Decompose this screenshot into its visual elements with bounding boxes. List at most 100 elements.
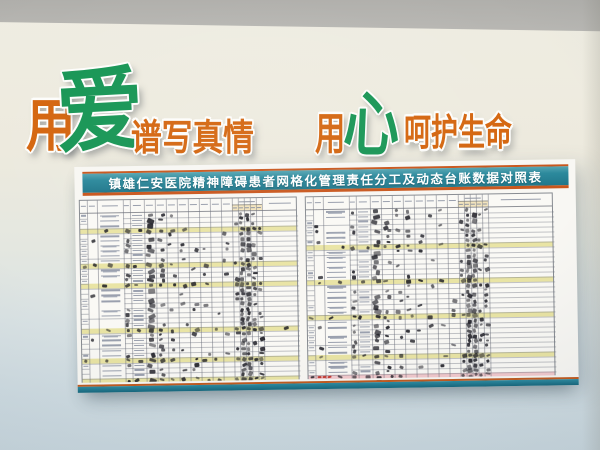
printed-text-bar bbox=[330, 367, 345, 370]
gridline-h bbox=[351, 360, 557, 365]
gridline-h bbox=[308, 364, 316, 366]
handwriting-mark bbox=[160, 348, 166, 352]
ledger-table-right bbox=[304, 192, 557, 381]
handwriting-mark bbox=[148, 317, 156, 323]
handwriting-mark bbox=[443, 354, 449, 357]
handwriting-mark bbox=[405, 234, 410, 239]
header-label-bar bbox=[132, 204, 142, 207]
handwriting-mark bbox=[148, 288, 156, 294]
printed-text-bar bbox=[308, 327, 314, 329]
printed-text-bar bbox=[102, 369, 122, 372]
printed-text-bar bbox=[101, 300, 121, 303]
handwriting-mark bbox=[479, 323, 484, 327]
header-label-bar bbox=[437, 199, 445, 202]
gridline-h bbox=[350, 325, 556, 330]
gridline-h bbox=[314, 319, 351, 321]
gridline-h bbox=[81, 313, 89, 314]
gridline-h bbox=[80, 218, 88, 219]
handwriting-mark bbox=[125, 323, 129, 328]
printed-text-bar bbox=[81, 270, 87, 272]
gridline-h bbox=[80, 253, 88, 254]
handwriting-mark bbox=[472, 263, 478, 268]
gridline-h bbox=[349, 225, 555, 230]
printed-text-bar bbox=[131, 219, 142, 222]
header-label-bar bbox=[448, 199, 456, 202]
gridline-h bbox=[81, 328, 89, 329]
header-label-bar bbox=[200, 203, 208, 206]
printed-text-bar bbox=[81, 260, 87, 263]
printed-text-bar bbox=[134, 369, 145, 371]
handwriting-mark bbox=[179, 292, 185, 297]
printed-text-bar bbox=[132, 294, 144, 296]
handwriting-mark bbox=[247, 356, 254, 361]
gridline-h bbox=[349, 210, 555, 215]
gridline-h bbox=[315, 359, 352, 361]
gridline-h bbox=[88, 287, 125, 289]
handwriting-mark bbox=[385, 309, 389, 314]
handwriting-mark bbox=[172, 273, 177, 278]
handwriting-mark bbox=[407, 249, 413, 252]
gridline-h bbox=[81, 333, 89, 334]
handwriting-mark bbox=[410, 338, 416, 343]
header-label-bar bbox=[458, 203, 463, 205]
handwriting-mark bbox=[375, 370, 381, 376]
handwriting-mark bbox=[259, 346, 266, 352]
handwriting-mark bbox=[246, 272, 251, 277]
printed-text-bar bbox=[358, 241, 369, 243]
header-label-bar bbox=[238, 206, 243, 209]
header-label-bar bbox=[211, 203, 219, 206]
handwriting-mark bbox=[399, 354, 404, 358]
printed-text-bar bbox=[308, 306, 314, 309]
header-label-bar bbox=[101, 205, 118, 208]
header-label-bar bbox=[81, 205, 86, 208]
gridline-h bbox=[308, 354, 316, 356]
printed-text-bar bbox=[133, 354, 144, 357]
printed-text-bar bbox=[100, 260, 120, 262]
handwriting-mark bbox=[485, 339, 490, 342]
gridline-h bbox=[89, 347, 126, 349]
printed-text-bar bbox=[81, 240, 87, 242]
printed-text-bar bbox=[329, 267, 344, 270]
handwriting-mark bbox=[82, 265, 87, 270]
handwriting-mark bbox=[352, 354, 357, 359]
printed-text-bar bbox=[102, 339, 121, 342]
handwriting-mark bbox=[460, 293, 465, 297]
gridline-h bbox=[82, 363, 90, 364]
handwriting-mark bbox=[483, 242, 488, 246]
printed-text-bar bbox=[359, 325, 370, 328]
gridline-h bbox=[306, 214, 314, 216]
handwriting-mark bbox=[477, 267, 483, 272]
handwriting-mark bbox=[472, 303, 477, 307]
printed-text-bar bbox=[359, 351, 370, 353]
handwriting-mark bbox=[171, 348, 176, 352]
handwriting-mark bbox=[387, 260, 393, 265]
gridline-h bbox=[82, 368, 90, 369]
handwriting-mark bbox=[238, 221, 244, 225]
group-header-label-bar bbox=[238, 200, 255, 203]
group-header-label-bar bbox=[464, 197, 481, 200]
printed-text-bar bbox=[309, 362, 315, 364]
printed-text-bar bbox=[360, 366, 371, 368]
gridline-h bbox=[81, 288, 89, 289]
printed-text-bar bbox=[358, 291, 370, 293]
handwriting-mark bbox=[465, 283, 471, 289]
gridline-h bbox=[307, 314, 315, 316]
header-label-bar bbox=[358, 201, 368, 203]
gridline-h bbox=[313, 254, 350, 256]
handwriting-mark bbox=[459, 259, 465, 264]
gridline-h bbox=[351, 365, 557, 370]
printed-text-bar bbox=[326, 261, 346, 263]
handwriting-mark bbox=[102, 284, 108, 288]
printed-text-bar bbox=[359, 336, 370, 338]
handwriting-mark bbox=[484, 253, 489, 257]
printed-text-bar bbox=[102, 344, 121, 347]
handwriting-mark bbox=[385, 289, 390, 293]
printed-text-bar bbox=[327, 297, 347, 299]
printed-text-bar bbox=[100, 235, 120, 238]
handwriting-mark bbox=[247, 361, 252, 366]
handwriting-mark bbox=[373, 354, 380, 359]
slogan-char-xin-artistic: 心 bbox=[341, 84, 402, 166]
printed-text-bar bbox=[81, 255, 87, 258]
handwriting-mark bbox=[224, 241, 230, 246]
gridline-h bbox=[350, 335, 556, 340]
